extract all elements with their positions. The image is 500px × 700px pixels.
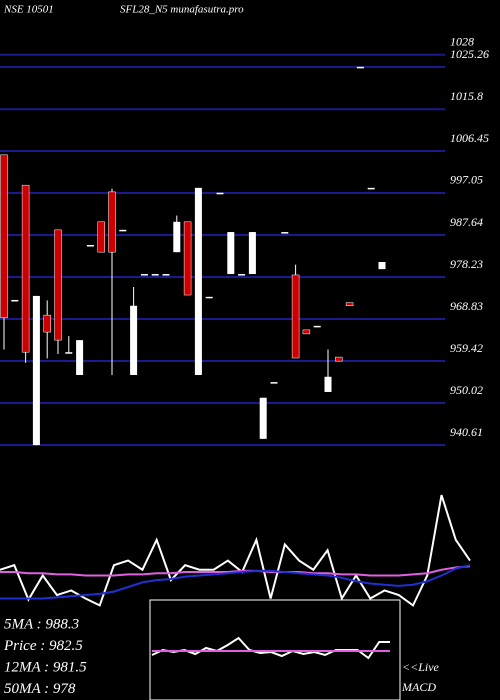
y-tick-label: 940.61 [450, 425, 483, 439]
candle-body [11, 299, 19, 302]
candle-body [345, 302, 354, 307]
candle-body [227, 232, 235, 275]
candle-body [32, 295, 40, 446]
candle-body [151, 274, 159, 276]
candle-body [108, 191, 116, 253]
candle-body [130, 305, 138, 375]
candle-body [238, 274, 246, 276]
candle-body [119, 229, 127, 232]
y-tick-label: 987.64 [450, 215, 483, 229]
y-tick-label: 959.42 [450, 341, 483, 355]
candle-body [76, 340, 84, 375]
candle-body [378, 261, 386, 270]
chart-title: SFL28_N5 munafasutra.pro [120, 4, 244, 16]
candle-body [183, 221, 192, 296]
candle-body [0, 154, 8, 319]
series-line [0, 564, 471, 600]
candle-body [324, 376, 332, 392]
candle-body [97, 221, 105, 253]
annotation: Price : 982.5 [3, 638, 83, 654]
candle-body [194, 187, 202, 375]
candle-body [302, 329, 311, 335]
candle-body [140, 274, 148, 276]
subtitle: NSE 10501 [3, 4, 54, 16]
macd-title: MACD [401, 680, 436, 694]
candle-body [270, 382, 278, 384]
y-tick-label: 1025.26 [450, 47, 489, 61]
candle-body [86, 245, 94, 247]
candle-body [216, 192, 224, 195]
candle-body [162, 274, 170, 276]
series-line [0, 565, 471, 577]
macd-subtitle: <<Live [402, 660, 440, 674]
candle-body [65, 352, 73, 354]
candle-body [43, 314, 51, 333]
annotation: 12MA : 981.5 [4, 659, 87, 675]
candle-body [54, 229, 62, 341]
y-tick-label: 950.02 [450, 383, 483, 397]
candle-body [248, 232, 256, 275]
candle-body [313, 325, 321, 328]
annotation: 50MA : 978 [4, 681, 76, 697]
y-tick-label: 1028 [450, 35, 474, 49]
candle-body [259, 397, 267, 439]
candle-body [281, 232, 289, 234]
candle-body [356, 66, 364, 69]
y-tick-label: 1015.8 [450, 89, 483, 103]
candle-body [21, 184, 30, 353]
candle-body [335, 356, 343, 362]
y-tick-label: 978.23 [450, 257, 483, 271]
annotation: 5MA : 988.3 [4, 616, 79, 632]
y-tick-label: 968.83 [450, 299, 483, 313]
y-tick-label: 1006.45 [450, 131, 489, 145]
macd-box [149, 599, 401, 700]
candle-body [367, 187, 375, 190]
candle-body [291, 274, 300, 359]
y-tick-label: 997.05 [450, 173, 483, 187]
series-line [151, 636, 390, 660]
candle-body [173, 221, 181, 253]
series-line [0, 494, 471, 607]
candle-body [205, 296, 213, 299]
